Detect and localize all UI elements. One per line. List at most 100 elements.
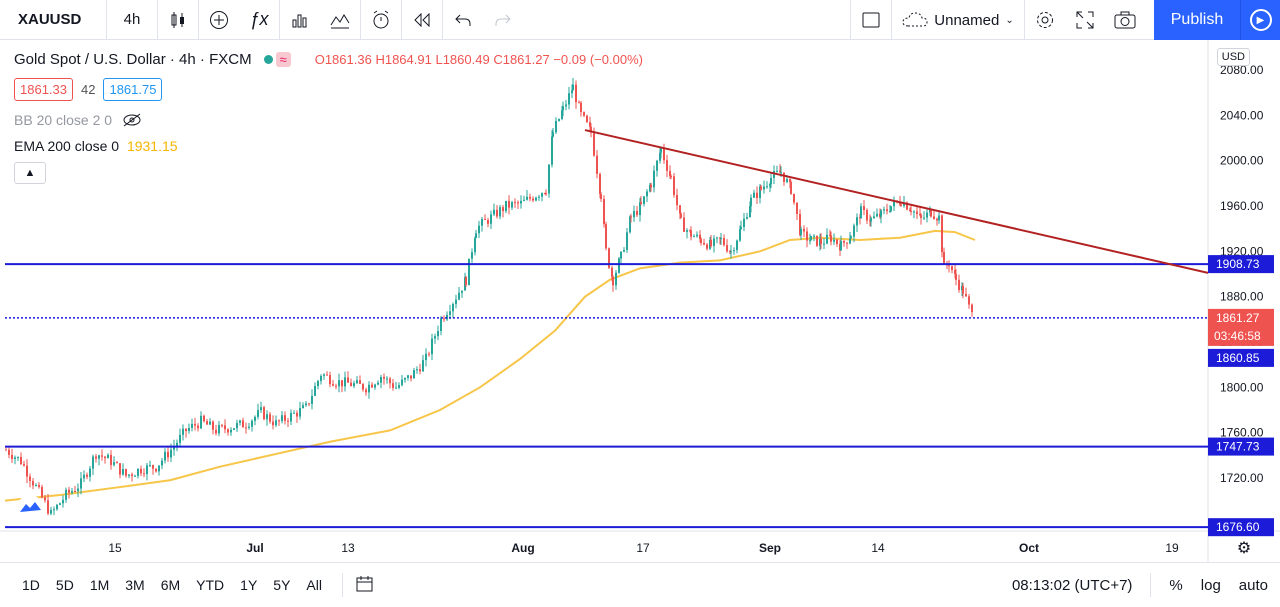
candles-icon[interactable] bbox=[158, 0, 198, 40]
bar-compare-icon[interactable] bbox=[280, 0, 320, 40]
price-chart[interactable]: 2080.00 2040.00 2000.00 1960.00 1920.00 1880.… bbox=[0, 40, 1280, 562]
currency-label[interactable]: USD bbox=[1216, 48, 1250, 66]
candle-body bbox=[77, 488, 79, 492]
candle-body bbox=[860, 206, 862, 219]
candle-body bbox=[209, 421, 211, 425]
range-all[interactable]: All bbox=[306, 577, 322, 593]
percent-toggle[interactable]: % bbox=[1169, 576, 1183, 594]
candle-body bbox=[496, 209, 498, 217]
range-1y[interactable]: 1Y bbox=[240, 577, 258, 593]
sell-price-button[interactable]: 1861.33 bbox=[14, 78, 73, 101]
candle-body bbox=[883, 209, 885, 211]
undo-icon[interactable] bbox=[443, 0, 483, 40]
candle-body bbox=[281, 415, 283, 422]
candle-body bbox=[493, 209, 495, 215]
candle-body bbox=[900, 204, 902, 206]
candle-body bbox=[936, 218, 938, 221]
candle-body bbox=[526, 196, 528, 200]
range-1d[interactable]: 1D bbox=[22, 577, 40, 593]
candle-body bbox=[422, 360, 424, 372]
candle-body bbox=[465, 277, 467, 286]
interval-button[interactable]: 4h bbox=[123, 11, 141, 28]
axis-settings-icon[interactable]: ⚙ bbox=[1237, 538, 1251, 557]
candle-body bbox=[104, 456, 106, 459]
fullscreen-toggle-icon[interactable] bbox=[851, 0, 891, 40]
candle-body bbox=[611, 267, 613, 277]
candle-body bbox=[215, 429, 217, 434]
chart-legend: Gold Spot / U.S. Dollar · 4h · FXCM ≈ O1… bbox=[14, 51, 643, 68]
range-3m[interactable]: 3M bbox=[125, 577, 145, 593]
candle-body bbox=[89, 468, 91, 477]
add-indicator-icon[interactable] bbox=[199, 0, 239, 40]
candle-body bbox=[759, 186, 761, 199]
alert-icon[interactable] bbox=[361, 0, 401, 40]
trend-line[interactable] bbox=[584, 129, 1209, 274]
candle-body bbox=[410, 375, 412, 379]
candle-body bbox=[98, 455, 100, 459]
play-button[interactable]: ▶ bbox=[1240, 0, 1280, 40]
eye-hidden-icon[interactable] bbox=[122, 113, 142, 127]
chart-area[interactable]: 2080.00 2040.00 2000.00 1960.00 1920.00 1880.… bbox=[0, 40, 1280, 562]
layout-menu[interactable]: Unnamed ⌄ bbox=[892, 0, 1024, 40]
candle-body bbox=[293, 412, 295, 414]
redo-icon[interactable] bbox=[483, 0, 523, 40]
status-dot-icon bbox=[263, 55, 273, 64]
price-tick-label: 1880.00 bbox=[1220, 290, 1264, 304]
candle-body bbox=[750, 197, 752, 206]
range-6m[interactable]: 6M bbox=[160, 577, 181, 593]
fx-icon[interactable]: ƒx bbox=[249, 9, 269, 29]
templates-icon[interactable] bbox=[320, 0, 360, 40]
candle-body bbox=[545, 193, 547, 195]
candle-body bbox=[167, 451, 169, 458]
candle-body bbox=[380, 376, 382, 383]
candle-body bbox=[790, 182, 792, 194]
candle-body bbox=[113, 462, 115, 465]
candle-body bbox=[176, 442, 178, 447]
candle-body bbox=[26, 465, 28, 477]
log-toggle[interactable]: log bbox=[1200, 576, 1221, 594]
candle-body bbox=[836, 239, 838, 245]
time-tick-label: 15 bbox=[108, 541, 122, 555]
divider bbox=[850, 0, 851, 40]
gear-icon[interactable] bbox=[1025, 0, 1065, 40]
bb-indicator[interactable]: BB 20 close 2 0 bbox=[14, 112, 142, 128]
candle-body bbox=[608, 248, 610, 268]
candle-body bbox=[578, 102, 580, 104]
auto-toggle[interactable]: auto bbox=[1238, 576, 1268, 594]
candle-body bbox=[565, 104, 567, 107]
clock-time[interactable]: 08:13:02 (UTC+7) bbox=[1011, 576, 1133, 594]
candle-body bbox=[425, 353, 427, 361]
candle-body bbox=[789, 179, 791, 183]
publish-button[interactable]: Publish bbox=[1154, 0, 1240, 40]
candle-body bbox=[149, 465, 151, 467]
range-1m[interactable]: 1M bbox=[89, 577, 110, 593]
candle-body bbox=[541, 193, 543, 197]
collapse-legend-button[interactable]: ▲ bbox=[14, 162, 46, 184]
candle-body bbox=[703, 243, 705, 245]
candle-body bbox=[362, 383, 364, 390]
camera-icon[interactable] bbox=[1105, 0, 1145, 40]
range-5d[interactable]: 5D bbox=[55, 577, 74, 593]
symbol-search[interactable]: XAUUSD bbox=[18, 11, 82, 28]
market-status[interactable]: ≈ bbox=[263, 52, 291, 67]
ema-indicator[interactable]: EMA 200 close 0 1931.15 bbox=[14, 138, 178, 154]
candle-body bbox=[823, 243, 825, 245]
candle-body bbox=[185, 428, 187, 432]
candle-body bbox=[329, 375, 331, 385]
candle-body bbox=[535, 197, 537, 201]
range-5y[interactable]: 5Y bbox=[273, 577, 291, 593]
candle-body bbox=[407, 375, 409, 378]
candle-body bbox=[326, 374, 328, 376]
candle-body bbox=[203, 415, 205, 422]
replay-icon[interactable] bbox=[402, 0, 442, 40]
candle-body bbox=[653, 170, 655, 188]
range-ytd[interactable]: YTD bbox=[196, 577, 225, 593]
candle-body bbox=[116, 462, 118, 464]
date-range-icon[interactable] bbox=[355, 575, 375, 596]
expand-icon[interactable] bbox=[1065, 0, 1105, 40]
time-tick-label: 13 bbox=[341, 541, 355, 555]
candle-body bbox=[659, 152, 661, 161]
bb-label: BB 20 close 2 0 bbox=[14, 112, 113, 128]
candle-body bbox=[95, 456, 97, 459]
buy-price-button[interactable]: 1861.75 bbox=[103, 78, 163, 101]
